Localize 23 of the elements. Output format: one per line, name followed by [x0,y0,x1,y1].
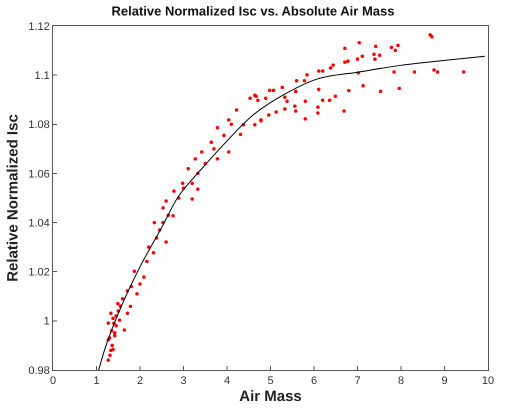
x-tick-label: 4 [224,375,230,388]
x-tick-label: 9 [441,375,448,388]
x-tick-label: 7 [354,375,361,388]
x-tick-label: 0 [50,375,56,388]
x-tick-label: 10 [482,375,494,388]
line-series [98,56,486,370]
y-tick-label: 0.98 [28,364,50,377]
x-axis-title: Air Mass [239,388,302,406]
chart-title: Relative Normalized Isc vs. Absolute Air Mass [112,3,394,18]
y-axis-title: Relative Normalized Isc [4,114,22,282]
y-tick-label: 1.04 [28,217,50,230]
y-tick-label: 1.06 [28,168,50,180]
y-tick-label: 1 [44,316,50,328]
y-tick-label: 1.1 [34,70,50,82]
x-tick-label: 5 [267,375,274,388]
y-tick-label: 1.12 [28,20,50,33]
x-tick-label: 8 [398,375,404,388]
y-tick-label: 1.02 [28,266,50,279]
x-tick-label: 1 [93,375,100,388]
x-tick-label: 2 [136,375,144,388]
y-tick-label: 1.08 [28,119,50,132]
x-tick-label: 6 [310,375,318,388]
x-tick-label: 3 [180,375,187,388]
